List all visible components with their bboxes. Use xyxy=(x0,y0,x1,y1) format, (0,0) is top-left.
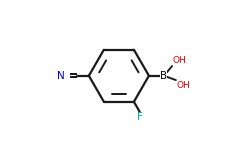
Text: N: N xyxy=(57,71,65,81)
Text: F: F xyxy=(137,112,142,122)
Text: OH: OH xyxy=(176,81,190,90)
Text: OH: OH xyxy=(173,56,186,65)
Text: B: B xyxy=(160,71,168,81)
